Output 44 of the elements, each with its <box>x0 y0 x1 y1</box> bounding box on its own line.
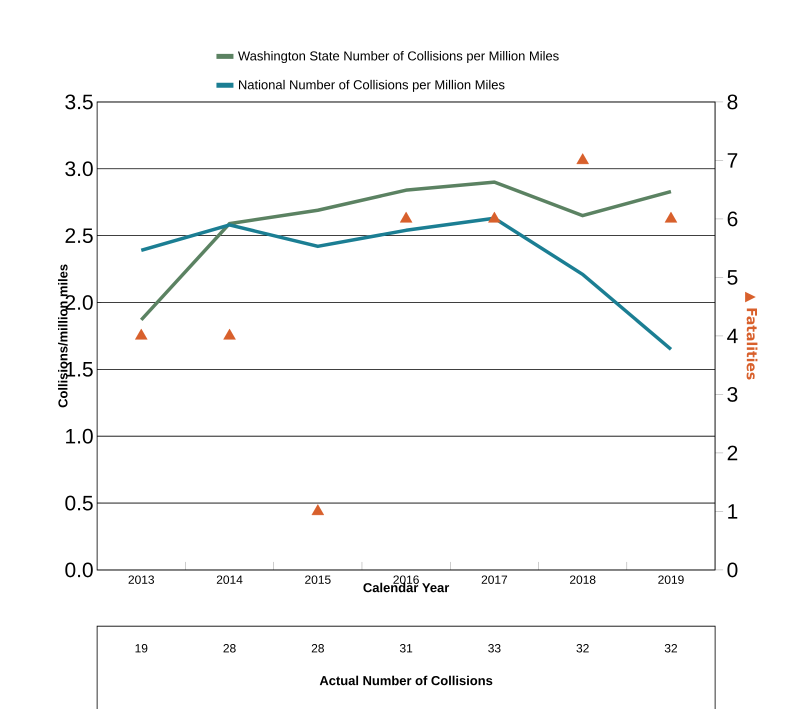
x-tick-label: 2019 <box>658 575 684 584</box>
y2-tick-label: 4 <box>727 328 738 344</box>
data-label: 19 <box>136 644 148 652</box>
data-label: 33 <box>488 644 501 652</box>
point <box>135 328 148 340</box>
legend-label: Washington State Number of Collisions per Million Miles <box>238 50 559 64</box>
x-tick-label: 2016 <box>393 575 419 584</box>
data-label: 28 <box>223 644 236 652</box>
data-label: 31 <box>400 644 412 652</box>
x-axis-title: Calendar Year <box>363 582 450 592</box>
point <box>664 212 678 223</box>
y-tick-label: 2.5 <box>66 228 93 244</box>
y-tick-label: 3.0 <box>65 161 93 176</box>
legend-label: National Number of Collisions per Million Miles <box>239 80 504 92</box>
data-label: 32 <box>576 644 589 652</box>
data-label: 32 <box>664 644 678 652</box>
y2-tick-label: 1 <box>728 504 738 519</box>
x-tick-label: 2017 <box>482 575 508 584</box>
point <box>312 504 324 516</box>
y2-tick-label: 5 <box>727 270 738 285</box>
y2-tick-label: 7 <box>728 153 738 168</box>
line-series <box>140 180 673 322</box>
y2-axis-title: ▲ Fatalities <box>745 292 758 380</box>
y2-tick-label: 0 <box>727 562 738 578</box>
y2-tick-label: 8 <box>728 94 738 110</box>
y2-tick-label: 6 <box>728 212 738 226</box>
x-tick-label: 2018 <box>570 575 596 584</box>
point <box>400 212 412 223</box>
x-tick-label: 2013 <box>128 575 154 584</box>
point <box>223 328 236 340</box>
x-tick-label: 2015 <box>305 575 331 584</box>
point <box>576 153 589 164</box>
y-tick-label: 3.5 <box>65 94 93 110</box>
y-tick-label: 0.5 <box>65 496 93 510</box>
text: Actual Number of Collisions <box>320 676 492 686</box>
point <box>488 212 501 223</box>
y-tick-label: 2.0 <box>66 295 93 310</box>
data-label: 28 <box>312 644 324 652</box>
y-tick-label: 1.5 <box>66 362 93 377</box>
x-tick-label: 2014 <box>216 575 242 584</box>
y-tick-label: 1.0 <box>66 428 93 444</box>
y2-tick-label: 3 <box>727 387 738 402</box>
y2-tick-label: 2 <box>728 446 738 460</box>
y-tick-label: 0.0 <box>65 562 93 578</box>
